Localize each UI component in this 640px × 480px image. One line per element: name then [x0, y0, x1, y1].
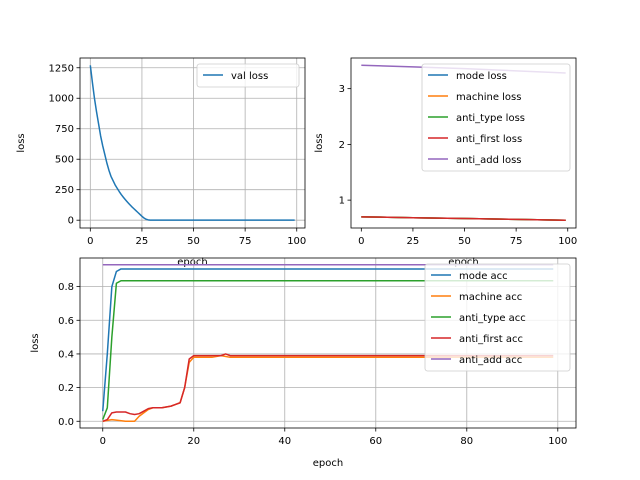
x-axis-label: epoch	[313, 458, 343, 469]
x-tick: 100	[558, 228, 577, 247]
y-tick-label: 0.6	[58, 316, 74, 327]
legend-label-mode-loss: mode loss	[456, 71, 507, 82]
x-tick: 0	[100, 428, 106, 447]
legend-label-machine-loss: machine loss	[456, 92, 521, 103]
legend-label-anti-type-acc: anti_type acc	[459, 313, 526, 324]
y-tick-label: 3	[339, 84, 345, 95]
series-line-anti-type-acc	[102, 279, 554, 420]
y-tick: 750	[55, 124, 80, 135]
y-tick: 250	[55, 185, 80, 196]
legend-label-val-loss: val loss	[231, 71, 268, 82]
legend: mode acc machine acc anti_type acc anti_fir…	[424, 263, 571, 372]
y-tick: 0	[68, 216, 80, 227]
x-tick-label: 60	[369, 436, 382, 447]
subplot-1: 0 25 50 75 100025050075010001250epochlossval…	[16, 57, 306, 268]
y-tick: 0.6	[58, 316, 80, 327]
axes-frame	[79, 257, 577, 429]
x-tick: 40	[278, 428, 291, 447]
x-tick-label: 0	[87, 236, 93, 247]
x-tick: 0	[87, 228, 94, 247]
legend-label-anti-first-loss: anti_first loss	[456, 134, 522, 145]
x-tick-label: 100	[558, 236, 577, 247]
x-tick: 25	[407, 228, 420, 247]
x-tick-label: 50	[458, 236, 471, 247]
legend-label-anti-type-loss: anti_type loss	[456, 113, 525, 124]
x-tick-label: 75	[239, 236, 252, 247]
legend-label-anti-add-loss: anti_add loss	[456, 155, 521, 166]
x-tick: 75	[239, 228, 252, 247]
x-tick: 100	[548, 428, 567, 447]
x-tick-label: 0	[358, 236, 364, 247]
axes-frame	[350, 57, 577, 229]
legend-box	[424, 263, 571, 372]
x-tick-label: 40	[278, 436, 291, 447]
x-tick: 75	[510, 228, 523, 247]
legend-label-anti-first-acc: anti_first acc	[459, 334, 523, 345]
legend-label-anti-add-acc: anti_add acc	[459, 355, 522, 366]
y-tick: 0.4	[58, 349, 80, 360]
y-tick-label: 0.8	[58, 282, 74, 293]
y-tick-label: 750	[55, 124, 74, 135]
y-axis-label: loss	[30, 333, 41, 352]
legend-box	[421, 63, 571, 172]
legend: mode loss machine loss anti_type loss anti_…	[421, 63, 571, 172]
x-axis-label: epoch	[177, 257, 207, 268]
y-tick: 2	[339, 140, 351, 151]
legend: val loss	[196, 63, 300, 88]
y-tick-label: 0.0	[58, 417, 74, 428]
y-tick-label: 500	[55, 155, 74, 166]
x-tick: 50	[187, 228, 200, 247]
series-line-anti-first-loss	[361, 216, 566, 221]
x-tick-label: 80	[460, 436, 473, 447]
x-tick-label: 0	[100, 436, 106, 447]
x-tick-label: 50	[187, 236, 200, 247]
y-tick-label: 1000	[49, 94, 74, 105]
legend-box	[196, 63, 300, 88]
y-tick: 0.0	[58, 417, 80, 428]
x-axis-label: epoch	[448, 257, 478, 268]
y-tick-label: 0.4	[58, 349, 74, 360]
y-tick: 500	[55, 155, 80, 166]
y-tick: 1	[339, 196, 351, 207]
subplot-2: 0 25 50 75 100 1 2 3 epoch loss mode loss machine l…	[314, 57, 577, 268]
y-tick: 1000	[49, 94, 80, 105]
y-tick: 0.2	[58, 383, 80, 394]
x-tick: 50	[458, 228, 471, 247]
x-tick-label: 25	[136, 236, 149, 247]
x-tick: 100	[287, 228, 306, 247]
series-line-mode-acc	[102, 268, 554, 412]
y-tick-label: 0.2	[58, 383, 74, 394]
y-tick-label: 2	[339, 140, 345, 151]
x-tick: 0	[358, 228, 365, 247]
axes-frame	[79, 57, 306, 229]
x-tick: 25	[136, 228, 149, 247]
x-tick-label: 100	[287, 236, 306, 247]
y-axis-label: loss	[16, 133, 27, 152]
y-tick-label: 1	[339, 196, 345, 207]
y-tick-label: 0	[68, 216, 74, 227]
subplot-3: 0 20 40 60 80 100 0.0 0.2 0.4 0.6 0.8 epoch loss mode…	[30, 257, 577, 469]
y-tick-label: 1250	[49, 63, 74, 74]
legend-label-mode-acc: mode acc	[459, 271, 508, 282]
legend-label-machine-acc: machine acc	[459, 292, 522, 303]
x-tick: 60	[369, 428, 382, 447]
y-tick-label: 250	[55, 185, 74, 196]
x-tick-label: 25	[407, 236, 420, 247]
y-tick: 0.8	[58, 282, 80, 293]
x-tick-label: 20	[187, 436, 200, 447]
x-tick: 80	[460, 428, 473, 447]
series-line-val-loss	[89, 65, 295, 221]
y-tick: 1250	[49, 63, 80, 74]
y-axis-label: loss	[314, 133, 325, 152]
y-tick: 3	[339, 84, 351, 95]
x-tick: 20	[187, 428, 200, 447]
x-tick-label: 100	[548, 436, 567, 447]
x-tick-label: 75	[510, 236, 523, 247]
series-line-anti-first-acc	[102, 353, 554, 422]
